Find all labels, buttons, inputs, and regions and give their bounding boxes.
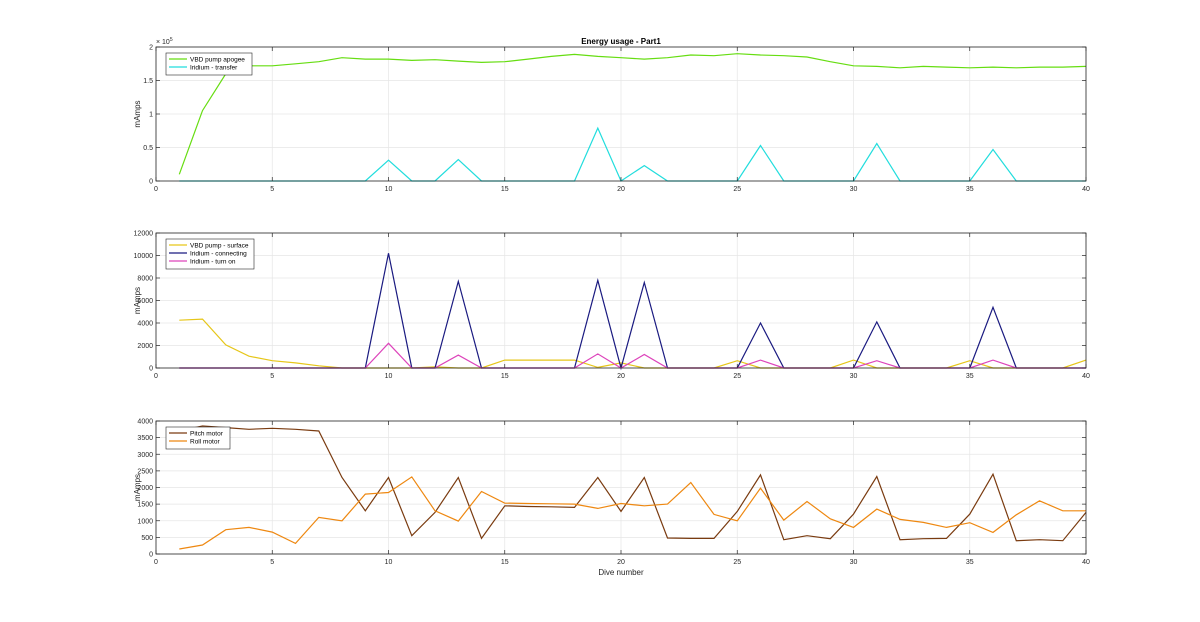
y-tick-label: 0 xyxy=(149,366,153,373)
panel-middle: 0 5 10 15 20 25 30 35 40 0 2000 4000 6000 8000 10000 12… xyxy=(133,231,1090,381)
legend-label: VBD pump apogee xyxy=(190,56,245,63)
y-tick-label: 12000 xyxy=(134,231,154,238)
x-tick-label: 20 xyxy=(617,373,625,380)
legend-label: Roll motor xyxy=(190,438,220,445)
x-tick-label: 0 xyxy=(154,559,158,566)
legend-label: Pitch motor xyxy=(190,430,224,437)
y-exponent-label: × 105 xyxy=(156,37,173,46)
x-tick-label: 40 xyxy=(1082,373,1090,380)
x-tick-label: 20 xyxy=(617,559,625,566)
legend-label: VBD pump - surface xyxy=(190,242,249,249)
y-tick-label: 6000 xyxy=(137,298,153,305)
x-tick-label: 30 xyxy=(850,186,858,193)
figure-title: Energy usage - Part1 xyxy=(581,37,661,46)
y-tick-label: 0 xyxy=(149,552,153,559)
x-tick-label: 25 xyxy=(733,186,741,193)
x-tick-label: 10 xyxy=(385,373,393,380)
y-tick-label: 1500 xyxy=(137,502,153,509)
y-tick-label: 8000 xyxy=(137,276,153,283)
x-tick-label: 25 xyxy=(733,373,741,380)
x-tick-label: 25 xyxy=(733,559,741,566)
x-tick-label: 5 xyxy=(270,373,274,380)
x-tick-label: 5 xyxy=(270,559,274,566)
y-tick-label: 2000 xyxy=(137,485,153,492)
x-tick-label: 5 xyxy=(270,186,274,193)
x-tick-label: 15 xyxy=(501,186,509,193)
y-tick-label: 1.5 xyxy=(143,78,153,85)
y-axis-label: mAmps xyxy=(133,287,142,314)
x-tick-label: 10 xyxy=(385,186,393,193)
legend-label: Iridium - transfer xyxy=(190,64,238,71)
y-tick-label: 3500 xyxy=(137,435,153,442)
y-axis-label: mAmps xyxy=(133,100,142,127)
series-line-pitch-motor xyxy=(179,425,1087,542)
y-tick-label: 10000 xyxy=(134,253,154,260)
x-tick-label: 40 xyxy=(1082,186,1090,193)
y-tick-label: 1 xyxy=(149,112,153,119)
legend-box xyxy=(165,52,253,76)
x-axis-label: Dive number xyxy=(598,568,644,577)
y-tick-label: 2 xyxy=(149,45,153,52)
y-tick-label: 0.5 xyxy=(143,145,153,152)
x-tick-label: 20 xyxy=(617,186,625,193)
y-tick-label: 2000 xyxy=(137,343,153,350)
y-tick-label: 2500 xyxy=(137,468,153,475)
x-tick-label: 30 xyxy=(850,559,858,566)
x-tick-label: 15 xyxy=(501,559,509,566)
y-tick-label: 3000 xyxy=(137,452,153,459)
x-tick-label: 10 xyxy=(385,559,393,566)
y-tick-label: 0 xyxy=(149,179,153,186)
y-tick-label: 500 xyxy=(141,535,153,542)
y-axis-label: mAmps xyxy=(133,474,142,501)
x-tick-label: 0 xyxy=(154,186,158,193)
x-tick-label: 15 xyxy=(501,373,509,380)
legend-label: Iridium - turn on xyxy=(190,258,236,265)
x-tick-label: 40 xyxy=(1082,559,1090,566)
x-tick-label: 35 xyxy=(966,186,974,193)
x-tick-label: 30 xyxy=(850,373,858,380)
x-tick-label: 35 xyxy=(966,559,974,566)
series-line-vbd-pump-apogee xyxy=(178,53,1087,175)
y-tick-label: 4000 xyxy=(137,321,153,328)
panel-bottom: 0 5 10 15 20 25 30 35 40 0 500 1000 1500 2000 2500 3000… xyxy=(133,419,1090,567)
panel-top: 0 5 10 15 20 25 30 35 40 0 0.5 1 1.5 2× 105 mAmps VBD p… xyxy=(133,37,1090,193)
y-tick-label: 1000 xyxy=(137,518,153,525)
y-tick-label: 4000 xyxy=(137,419,153,426)
legend-box xyxy=(165,238,255,270)
series-line-roll-motor xyxy=(179,476,1086,550)
legend-label: Iridium - connecting xyxy=(190,250,247,257)
x-tick-label: 35 xyxy=(966,373,974,380)
x-tick-label: 0 xyxy=(154,373,158,380)
